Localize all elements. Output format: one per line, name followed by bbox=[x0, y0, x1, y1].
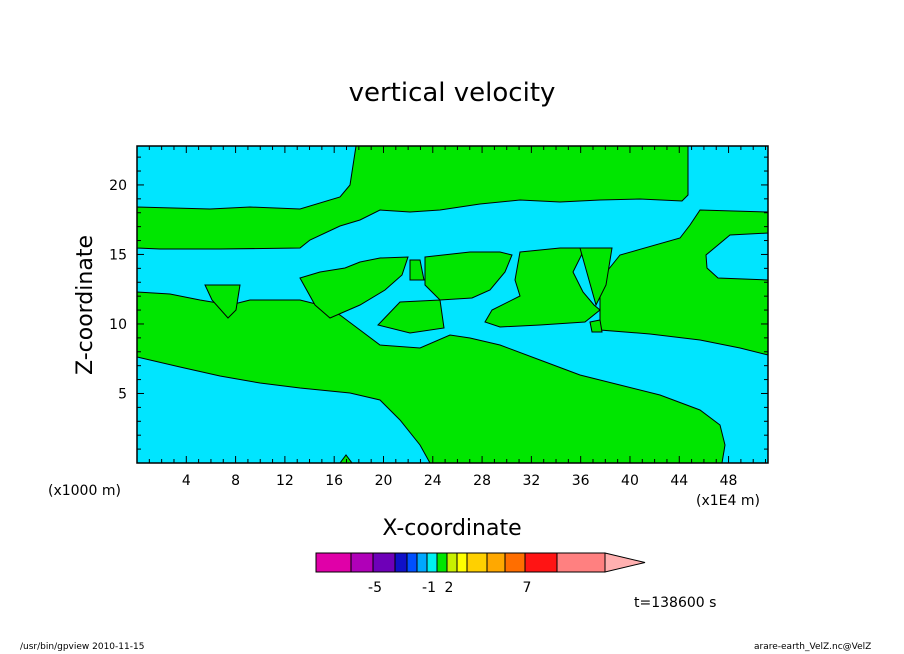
colorbar-swatch bbox=[406, 552, 418, 573]
x-tick-label: 28 bbox=[473, 473, 491, 489]
positive-regions bbox=[136, 145, 769, 464]
colorbar-label: 7 bbox=[523, 580, 532, 596]
x-tick-label: 8 bbox=[231, 473, 240, 489]
positive-cell-7 bbox=[409, 259, 425, 281]
x-tick-label: 20 bbox=[375, 473, 393, 489]
x-tick-label: 24 bbox=[424, 473, 442, 489]
x-tick-label: 16 bbox=[325, 473, 343, 489]
x-tick-label: 48 bbox=[720, 473, 738, 489]
plot-area bbox=[136, 145, 769, 464]
x-tick-label: 32 bbox=[522, 473, 540, 489]
colorbar-swatch bbox=[446, 552, 458, 573]
colorbar-label: -5 bbox=[368, 580, 382, 596]
positive-cell-2 bbox=[299, 256, 409, 319]
colorbar-swatch bbox=[556, 552, 606, 573]
positive-cell-6 bbox=[377, 299, 445, 334]
plot-frame bbox=[136, 145, 769, 464]
colorbar-swatch bbox=[394, 552, 408, 573]
colorbar-swatch bbox=[416, 552, 428, 573]
positive-cell-1 bbox=[204, 284, 241, 319]
x-tick-label: 40 bbox=[621, 473, 639, 489]
y-tick-label: 20 bbox=[109, 178, 127, 194]
colorbar-swatch bbox=[350, 552, 374, 573]
y-axis-label: Z-coordinate bbox=[73, 235, 98, 375]
x-tick-label: 36 bbox=[572, 473, 590, 489]
positive-region-top bbox=[136, 145, 689, 250]
x-tick-label: 12 bbox=[276, 473, 294, 489]
colorbar-swatch bbox=[456, 552, 468, 573]
y-tick-label: 15 bbox=[109, 247, 127, 263]
colorbar-label: 2 bbox=[445, 580, 454, 596]
colorbar-swatch bbox=[372, 552, 396, 573]
colorbar-swatch bbox=[466, 552, 488, 573]
colorbar-label: -1 bbox=[422, 580, 436, 596]
x-unit-label: (x1000 m) bbox=[48, 483, 121, 499]
colorbar-swatch bbox=[315, 552, 352, 573]
x-axis-label: X-coordinate bbox=[382, 516, 522, 541]
time-annotation: t=138600 s bbox=[634, 595, 717, 611]
colorbar-swatch bbox=[426, 552, 438, 573]
colorbar-swatch bbox=[524, 552, 558, 573]
positive-cell-4 bbox=[484, 247, 601, 328]
positive-region-middle bbox=[136, 291, 726, 464]
chart-title: vertical velocity bbox=[348, 78, 556, 108]
footer-right: arare-earth_VelZ.nc@VelZ bbox=[754, 642, 872, 652]
colorbar-swatch bbox=[486, 552, 506, 573]
positive-cell-8 bbox=[589, 319, 603, 333]
colorbar-swatch bbox=[436, 552, 448, 573]
positive-cell-5 bbox=[579, 247, 613, 307]
colorbar-extend-arrow bbox=[604, 552, 646, 573]
positive-cell-3 bbox=[424, 251, 513, 301]
footer-left: /usr/bin/gpview 2010-11-15 bbox=[20, 642, 145, 652]
x-tick-label: 44 bbox=[670, 473, 688, 489]
x-tick-label: 4 bbox=[182, 473, 191, 489]
x-axis-ticks: 4 8 12 16 20 24 28 32 36 40 44 48 bbox=[148, 146, 767, 489]
colorbar-swatch bbox=[504, 552, 526, 573]
colorbar: -5 -1 2 7 bbox=[315, 552, 646, 596]
y-axis-ticks: 5 10 15 20 bbox=[109, 156, 768, 450]
y-unit-label: (x1E4 m) bbox=[696, 493, 760, 509]
y-tick-label: 10 bbox=[109, 317, 127, 333]
y-tick-label: 5 bbox=[118, 386, 127, 402]
